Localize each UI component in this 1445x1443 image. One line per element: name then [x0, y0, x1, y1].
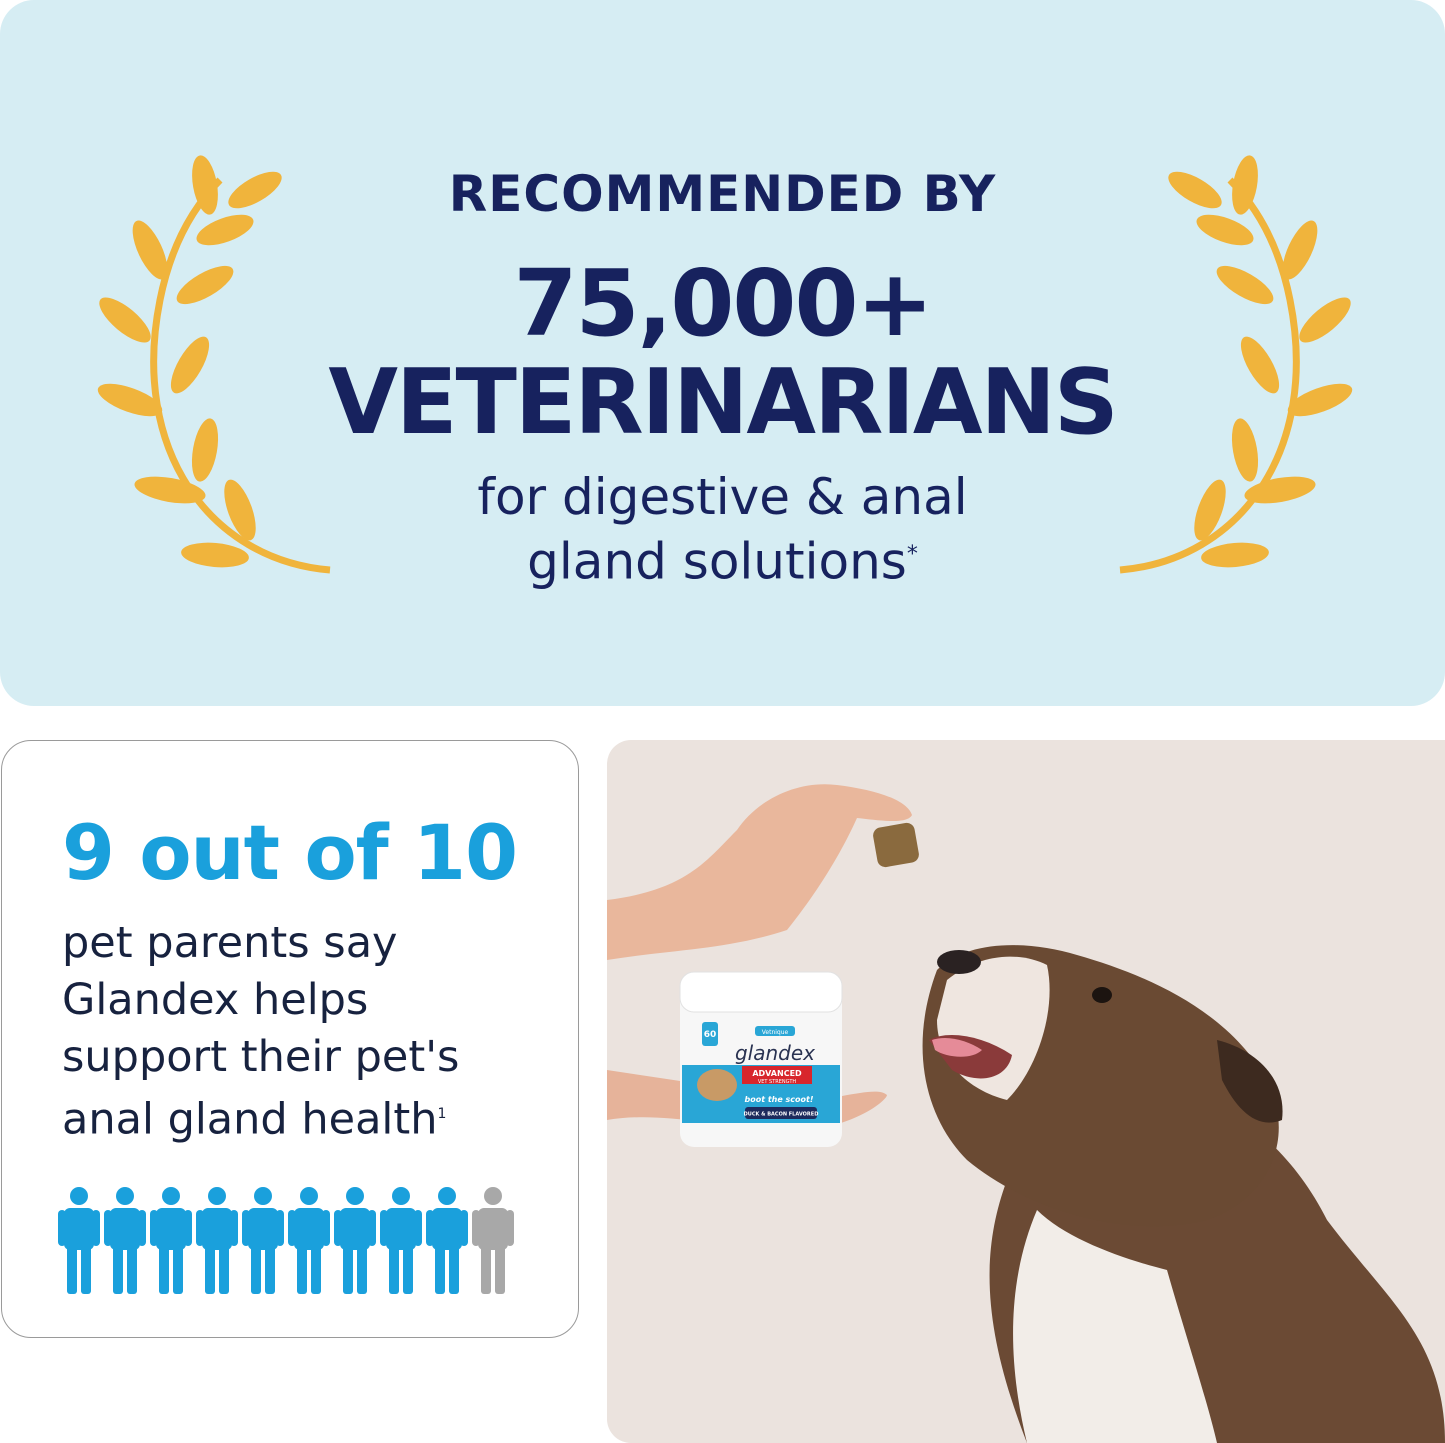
jar-badge: VET STRENGTH — [758, 1079, 797, 1085]
laurel-right-icon — [1119, 155, 1353, 574]
stat-line: Glandex helps — [62, 975, 369, 1025]
jar-brand: Vetnique — [762, 1029, 789, 1036]
jar-tagline: boot the scoot! — [744, 1095, 813, 1104]
person-icon — [472, 1187, 514, 1294]
jar-badge: ADVANCED — [752, 1069, 802, 1078]
subtitle-line: gland solutions — [527, 532, 907, 591]
person-icon-highlighted — [426, 1187, 468, 1294]
hand-top-icon — [607, 784, 919, 960]
person-icon-highlighted — [380, 1187, 422, 1294]
bulldog — [922, 945, 1445, 1443]
laurel-left-icon — [97, 155, 331, 574]
person-icon-highlighted — [150, 1187, 192, 1294]
people-pictogram — [58, 1187, 514, 1294]
stat-line: support their pet's — [62, 1032, 460, 1082]
jar-flavor: DUCK & BACON FLAVORED — [744, 1112, 819, 1118]
person-icon-highlighted — [104, 1187, 146, 1294]
glandex-jar: 60 Vetnique glandex ADVANCED VET STRENGT… — [679, 971, 843, 1147]
person-icon-highlighted — [288, 1187, 330, 1294]
subtitle-line: for digestive & anal — [477, 468, 968, 526]
person-icon-highlighted — [242, 1187, 284, 1294]
banner-subtitle: for digestive & anal gland solutions* — [0, 468, 1445, 591]
product-photo: 60 Vetnique glandex ADVANCED VET STRENGT… — [607, 740, 1445, 1443]
stat-line: anal gland health — [62, 1094, 438, 1145]
stat-description: pet parents say Glandex helps support th… — [62, 915, 459, 1148]
person-icon-highlighted — [196, 1187, 238, 1294]
footnote-mark: 1 — [437, 1106, 447, 1122]
person-icon-highlighted — [58, 1187, 100, 1294]
stat-line: pet parents say — [62, 918, 398, 968]
jar-count: 60 — [704, 1030, 717, 1040]
jar-product-name: glandex — [735, 1041, 815, 1065]
vet-count: 75,000+ — [513, 250, 933, 357]
stat-headline: 9 out of 10 — [62, 808, 518, 897]
veterinarians-heading: VETERINARIANS — [328, 350, 1118, 455]
recommended-by-heading: RECOMMENDED BY — [448, 165, 997, 223]
footnote-mark: * — [906, 542, 918, 567]
veterinarian-banner: RECOMMENDED BY 75,000+ VETERINARIANS for… — [0, 0, 1445, 706]
person-icon-highlighted — [334, 1187, 376, 1294]
